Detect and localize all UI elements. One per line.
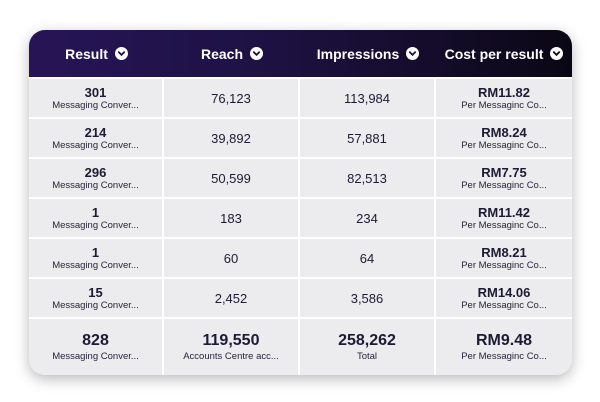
- impressions-total-type: Total: [356, 351, 378, 362]
- results-table: Result Reach Impressions Cost per result…: [29, 30, 572, 375]
- cost-value: RM7.75: [481, 164, 527, 180]
- result-type: Messaging Conver...: [52, 179, 139, 191]
- chevron-down-icon[interactable]: [114, 47, 128, 60]
- result-total-cell: 828 Messaging Conver...: [29, 319, 164, 375]
- column-header-reach[interactable]: Reach: [164, 30, 300, 77]
- reach-value: 60: [223, 250, 239, 266]
- chevron-down-icon[interactable]: [250, 47, 264, 60]
- cost-value: RM11.42: [477, 204, 531, 220]
- cost-type: Per Messaginc Co...: [461, 259, 547, 271]
- result-type: Messaging Conver...: [52, 299, 139, 311]
- result-value: 301: [84, 84, 107, 100]
- cost-total-type: Per Messaginc Co...: [461, 351, 547, 362]
- column-header-label: Result: [65, 45, 108, 62]
- result-type: Messaging Conver...: [52, 139, 139, 151]
- chevron-down-icon[interactable]: [550, 47, 564, 60]
- cost-type: Per Messaginc Co...: [461, 299, 547, 311]
- reach-total-value: 119,550: [202, 332, 260, 349]
- result-value: 15: [88, 284, 103, 300]
- impressions-value: 82,513: [347, 170, 387, 186]
- cost-type: Per Messaginc Co...: [461, 219, 547, 231]
- impressions-total-cell: 258,262 Total: [300, 319, 436, 375]
- result-type: Messaging Conver...: [52, 99, 139, 111]
- reach-cell: 39,892: [164, 119, 300, 157]
- reach-cell: 50,599: [164, 159, 300, 197]
- cost-value: RM11.82: [477, 84, 531, 100]
- cost-total-cell: RM9.48 Per Messaginc Co...: [436, 319, 572, 375]
- column-header-label: Impressions: [316, 45, 400, 62]
- impressions-total-value: 258,262: [338, 332, 396, 349]
- table-row[interactable]: 1 Messaging Conver... 60 64 RM8.21 Per M…: [29, 237, 572, 277]
- column-header-result[interactable]: Result: [29, 30, 164, 77]
- impressions-value: 57,881: [347, 130, 387, 146]
- impressions-value: 113,984: [343, 90, 391, 106]
- result-value: 296: [84, 164, 107, 180]
- result-value: 1: [91, 204, 100, 220]
- result-type: Messaging Conver...: [52, 219, 139, 231]
- reach-cell: 76,123: [164, 79, 300, 117]
- cost-type: Per Messaginc Co...: [461, 179, 547, 191]
- totals-row: 828 Messaging Conver... 119,550 Accounts…: [29, 317, 572, 375]
- cost-cell: RM8.24 Per Messaginc Co...: [436, 119, 572, 157]
- table-row[interactable]: 1 Messaging Conver... 183 234 RM11.42 Pe…: [29, 197, 572, 237]
- cost-cell: RM14.06 Per Messaginc Co...: [436, 279, 572, 317]
- result-value: 214: [84, 124, 107, 140]
- impressions-value: 64: [359, 250, 375, 266]
- result-cell: 15 Messaging Conver...: [29, 279, 164, 317]
- impressions-cell: 64: [300, 239, 436, 277]
- table-row[interactable]: 301 Messaging Conver... 76,123 113,984 R…: [29, 77, 572, 117]
- result-total-value: 828: [82, 332, 109, 349]
- reach-cell: 183: [164, 199, 300, 237]
- column-header-label: Cost per result: [444, 45, 544, 62]
- reach-value: 76,123: [211, 90, 251, 106]
- result-cell: 1 Messaging Conver...: [29, 239, 164, 277]
- impressions-cell: 3,586: [300, 279, 436, 317]
- table-body: 301 Messaging Conver... 76,123 113,984 R…: [29, 77, 572, 375]
- impressions-cell: 113,984: [300, 79, 436, 117]
- chevron-down-icon[interactable]: [406, 47, 420, 60]
- cost-value: RM14.06: [477, 284, 531, 300]
- reach-value: 50,599: [211, 170, 251, 186]
- result-value: 1: [91, 244, 100, 260]
- cost-type: Per Messaginc Co...: [461, 139, 547, 151]
- result-type: Messaging Conver...: [52, 259, 139, 271]
- reach-cell: 60: [164, 239, 300, 277]
- reach-total-type: Accounts Centre acc...: [183, 351, 279, 362]
- reach-total-cell: 119,550 Accounts Centre acc...: [164, 319, 300, 375]
- cost-cell: RM8.21 Per Messaginc Co...: [436, 239, 572, 277]
- impressions-value: 3,586: [350, 290, 384, 306]
- cost-value: RM8.24: [481, 124, 527, 140]
- impressions-cell: 57,881: [300, 119, 436, 157]
- table-header: Result Reach Impressions Cost per result: [29, 30, 572, 77]
- cost-value: RM8.21: [481, 244, 527, 260]
- reach-value: 183: [220, 210, 242, 226]
- reach-cell: 2,452: [164, 279, 300, 317]
- result-cell: 214 Messaging Conver...: [29, 119, 164, 157]
- table-row[interactable]: 15 Messaging Conver... 2,452 3,586 RM14.…: [29, 277, 572, 317]
- impressions-cell: 234: [300, 199, 436, 237]
- cost-total-value: RM9.48: [475, 332, 533, 349]
- table-row[interactable]: 214 Messaging Conver... 39,892 57,881 RM…: [29, 117, 572, 157]
- impressions-value: 234: [356, 210, 378, 226]
- cost-cell: RM11.42 Per Messaginc Co...: [436, 199, 572, 237]
- reach-value: 2,452: [214, 290, 248, 306]
- result-cell: 1 Messaging Conver...: [29, 199, 164, 237]
- result-cell: 296 Messaging Conver...: [29, 159, 164, 197]
- column-header-cost-per-result[interactable]: Cost per result: [436, 30, 572, 77]
- column-header-impressions[interactable]: Impressions: [300, 30, 436, 77]
- cost-type: Per Messaginc Co...: [461, 99, 547, 111]
- cost-cell: RM11.82 Per Messaginc Co...: [436, 79, 572, 117]
- result-total-type: Messaging Conver...: [52, 351, 139, 362]
- impressions-cell: 82,513: [300, 159, 436, 197]
- column-header-label: Reach: [200, 45, 244, 62]
- result-cell: 301 Messaging Conver...: [29, 79, 164, 117]
- reach-value: 39,892: [211, 130, 251, 146]
- cost-cell: RM7.75 Per Messaginc Co...: [436, 159, 572, 197]
- table-row[interactable]: 296 Messaging Conver... 50,599 82,513 RM…: [29, 157, 572, 197]
